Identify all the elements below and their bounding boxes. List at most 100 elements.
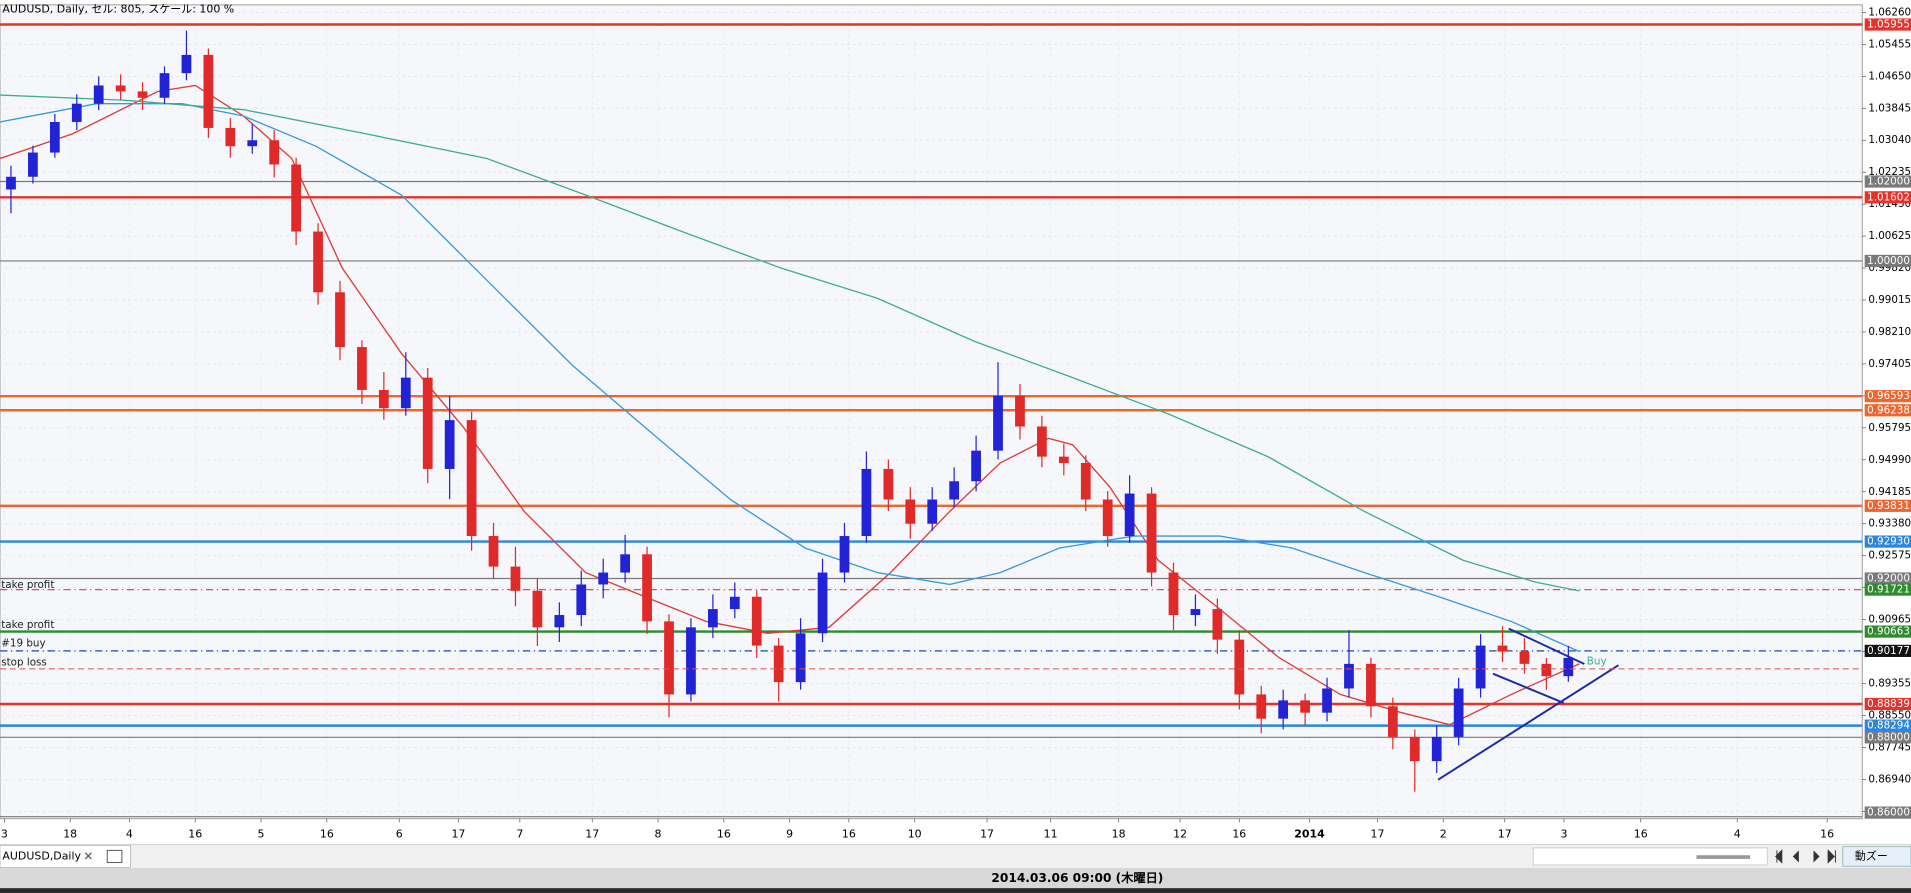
x-tick-label: 16 [188, 828, 202, 841]
price-level-tag [1864, 644, 1911, 657]
scrollbar-thumb[interactable] [1696, 855, 1751, 859]
x-tick-label: 11 [1044, 828, 1058, 841]
candle-body [1190, 609, 1201, 616]
price-level-tag [1864, 625, 1911, 638]
y-tick-label: 0.92575 [1868, 550, 1911, 562]
price-level-tag [1864, 18, 1911, 31]
candle-body [71, 103, 82, 122]
x-tick-label: 16 [1232, 828, 1246, 841]
annotation: #19 buy [1, 637, 45, 649]
y-tick-label: 1.03040 [1868, 134, 1911, 146]
y-tick-label: 0.93380 [1868, 518, 1911, 530]
candle-body [620, 554, 631, 573]
x-tick-label: 9 [786, 828, 793, 841]
price-level-tag [1864, 719, 1911, 732]
candle-body [488, 536, 499, 567]
x-tick-label: 16 [717, 828, 731, 841]
y-tick-label: 0.87745 [1868, 741, 1911, 753]
y-tick-label: 0.99820 [1868, 262, 1911, 274]
x-tick-label: 16 [1634, 828, 1648, 841]
price-level-label: 0.91721 [1867, 584, 1910, 596]
x-tick-label: 5 [258, 828, 265, 841]
candle-body [795, 633, 806, 683]
y-tick-label: 1.02235 [1868, 166, 1911, 178]
candle-body [1409, 736, 1420, 762]
price-level-tag [1864, 191, 1911, 204]
x-tick-label: 17 [1498, 828, 1512, 841]
candle-body [883, 468, 894, 500]
y-tick-label: 0.90965 [1868, 614, 1911, 626]
candle-body [905, 499, 916, 524]
price-level-label: 0.88294 [1867, 720, 1910, 732]
auto-zoom-label[interactable]: 動ズー [1855, 848, 1888, 862]
candle-body [1453, 688, 1464, 737]
auto-zoom-button[interactable] [1842, 846, 1911, 867]
x-tick-label: 18 [63, 828, 77, 841]
y-tick-label: 1.06260 [1868, 6, 1911, 18]
y-tick-label: 0.94990 [1868, 454, 1911, 466]
candle-body [510, 566, 521, 591]
candle-body [1015, 395, 1025, 427]
y-tick-label: 1.05455 [1868, 38, 1911, 50]
candle-body [1519, 651, 1530, 664]
x-tick-label: 2014 [1294, 828, 1325, 841]
candle-body [159, 73, 170, 98]
price-level-tag [1864, 583, 1911, 596]
x-tick-label: 17 [585, 828, 599, 841]
candle-body [1102, 499, 1113, 537]
tab-close[interactable] [84, 852, 92, 860]
candle-body [378, 389, 389, 409]
annotation: take profit [1, 579, 54, 591]
price-level-label: 1.00000 [1867, 255, 1910, 267]
trendlines [0, 627, 1863, 781]
candle-body [203, 54, 214, 128]
price-level-label: 0.88839 [1867, 698, 1910, 710]
candle-body [729, 596, 740, 610]
chart-title: AUDUSD, Daily, セル: 805, スケール: 100 % [2, 3, 234, 16]
x-tick-label: 4 [1734, 828, 1741, 841]
chart-tab[interactable] [0, 845, 131, 868]
candle-body [1037, 426, 1047, 457]
x-tick-label: 16 [1820, 828, 1834, 841]
price-level-label: 1.01602 [1867, 191, 1910, 203]
candle-body [1366, 663, 1376, 707]
trendline [1492, 672, 1565, 704]
candles [6, 30, 1574, 792]
candle-body [708, 609, 718, 628]
candle-body [225, 127, 236, 147]
candle-body [751, 596, 762, 646]
nav-prev[interactable] [1792, 850, 1799, 863]
candle-body [686, 627, 696, 695]
price-level-label: 0.90177 [1867, 645, 1910, 657]
nav-last[interactable] [1827, 849, 1836, 864]
trendline [1508, 627, 1585, 665]
chart-tab-label[interactable]: AUDUSD,Daily [2, 849, 81, 862]
y-tick-label: 0.97405 [1868, 358, 1911, 370]
tab-window-button[interactable] [106, 849, 123, 864]
candle-body [532, 590, 543, 628]
candle-body [181, 54, 192, 74]
price-level-tag [1864, 390, 1911, 403]
y-tick-label: 0.86940 [1868, 773, 1911, 785]
price-level-label: 0.88000 [1867, 731, 1910, 743]
scrollbar[interactable] [1532, 847, 1768, 866]
candle-body [817, 572, 828, 634]
nav-first[interactable] [1775, 849, 1783, 864]
candle-body [642, 554, 652, 622]
price-level-tag [1864, 572, 1911, 585]
x-tick-label: 7 [516, 828, 523, 841]
candle-body [1212, 609, 1223, 640]
candle-body [1431, 736, 1442, 762]
x-tick-label: 17 [980, 828, 994, 841]
price-level-label: 1.02000 [1867, 176, 1910, 188]
x-tick-label: 10 [908, 828, 922, 841]
candle-body [1058, 456, 1069, 463]
candle-body [6, 176, 16, 190]
annotation: stop loss [1, 657, 47, 669]
nav-next[interactable] [1813, 850, 1820, 863]
annotations: take profit take profit #19 buy stop los… [1, 579, 1606, 669]
price-level-label: 0.92000 [1867, 573, 1910, 585]
candle-body [971, 450, 981, 482]
